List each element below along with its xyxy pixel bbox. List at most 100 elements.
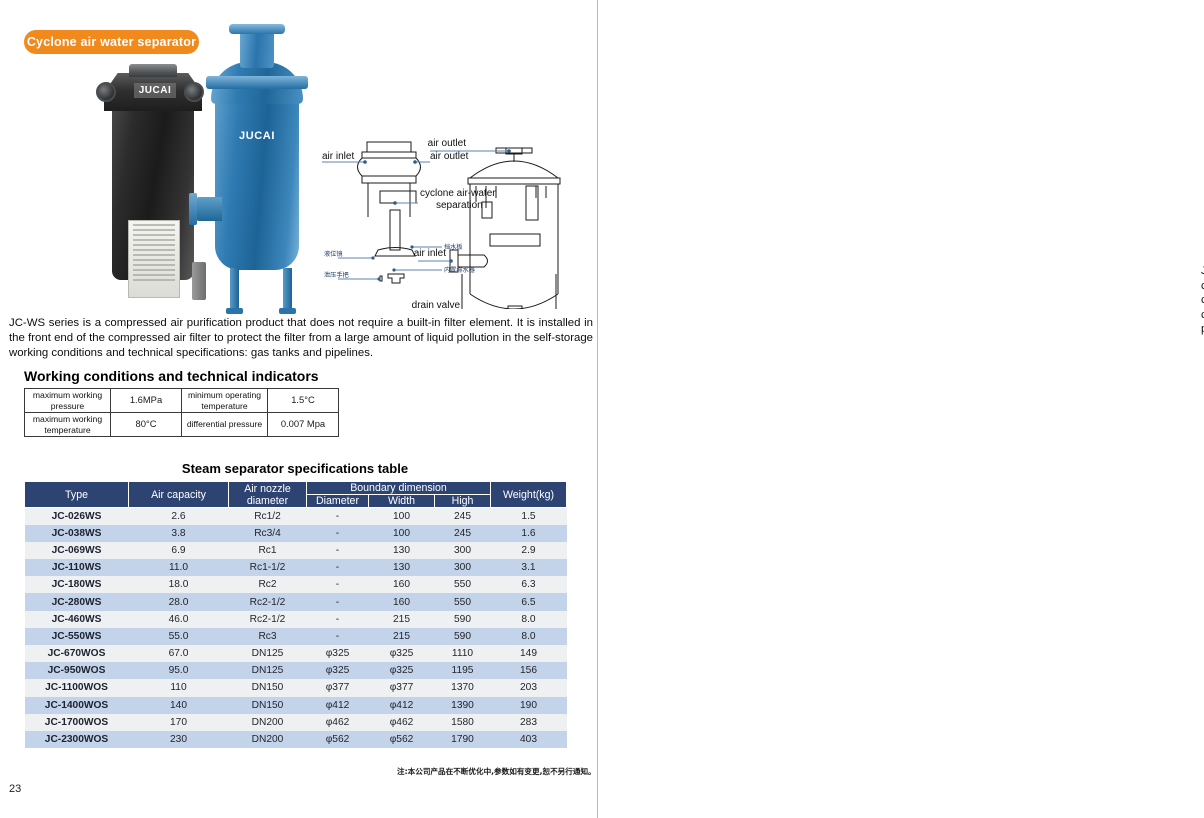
cell-high: 590 — [434, 610, 491, 628]
cond-value: 80°C — [110, 412, 182, 437]
cell-cap: 6.9 — [128, 541, 229, 560]
table-row: JC-038WS 3.8 Rc3/4-100 245 1.6 — [24, 524, 567, 542]
cell-width: 160 — [368, 593, 435, 611]
table-row: JC-670WOS 67.0 DN125 φ325 φ325 1110 149 — [24, 645, 567, 663]
cell-type: JC-2300WOS — [24, 730, 129, 749]
cell-cap: 18.0 — [128, 576, 229, 594]
th-high: High — [434, 494, 491, 508]
table-row: JC-026WS 2.6 Rc1/2-100 245 1.5 — [24, 507, 567, 525]
cell-dia: φ412 — [306, 696, 369, 714]
cell-weight: 6.3 — [490, 576, 567, 594]
cell-type: JC-1100WOS — [24, 679, 129, 697]
table-row: JC-1400WOS 140 DN150 φ412 φ412 1390 190 — [24, 696, 567, 714]
blue-vessel-top-flange — [229, 24, 285, 34]
cell-dia: φ325 — [306, 662, 369, 680]
label-air-inlet-exploded: air inlet — [322, 151, 354, 162]
cell-width: 160 — [368, 576, 435, 594]
cell-weight: 156 — [490, 662, 567, 680]
cell-weight: 1.5 — [490, 507, 567, 525]
label-cyclone-1: cyclone air-water — [420, 188, 496, 199]
cell-dia: - — [306, 627, 369, 645]
left-conditions-table: maximum working pressure 1.6MPa minimum … — [24, 388, 339, 437]
cell-width: 100 — [368, 524, 435, 542]
label-cn-builtin-drainer: 内置排水器 — [444, 266, 476, 274]
cell-width: φ325 — [368, 662, 435, 680]
cell-dia: - — [306, 507, 369, 525]
cell-cap: 46.0 — [128, 610, 229, 628]
cell-weight: 203 — [490, 679, 567, 697]
cell-nozzle: DN125 — [228, 662, 307, 680]
cell-nozzle: Rc2-1/2 — [228, 593, 307, 611]
label-cyclone-2: separation — [436, 200, 483, 211]
cell-width: 215 — [368, 610, 435, 628]
cell-high: 245 — [434, 524, 491, 542]
cell-type: JC-950WOS — [24, 662, 129, 680]
cell-weight: 8.0 — [490, 610, 567, 628]
blue-vessel-flange — [206, 76, 308, 89]
blue-vessel-inlet — [189, 193, 222, 225]
left-description: JC-WS series is a compressed air purific… — [9, 317, 593, 360]
left-conditions-heading: Working conditions and technical indicat… — [24, 368, 319, 384]
cell-nozzle: DN125 — [228, 645, 307, 663]
left-technical-drawing: air inlet air outlet cyclone air-water s… — [322, 138, 561, 309]
left-page: Cyclone air water separator JUCAI JUCAI — [0, 0, 597, 818]
right-page: High efficiency oil remover JUCAI — [597, 0, 1204, 818]
cond-value: 1.5°C — [267, 388, 339, 413]
black-separator-drain — [192, 262, 206, 300]
label-cn-baffle: 挡水板 — [444, 243, 463, 251]
black-separator-cap — [129, 64, 177, 77]
cell-width: φ562 — [368, 730, 435, 749]
cell-high: 1110 — [434, 645, 491, 663]
cell-dia: φ562 — [306, 730, 369, 749]
left-table-title: Steam separator specifications table — [181, 461, 409, 476]
steam-separator-spec-table: Type Air capacity Air nozzle diameter Bo… — [24, 481, 567, 749]
cell-dia: - — [306, 541, 369, 560]
cell-cap: 28.0 — [128, 593, 229, 611]
cell-cap: 2.6 — [128, 507, 229, 525]
cell-high: 1370 — [434, 679, 491, 697]
th-air-capacity: Air capacity — [128, 481, 229, 508]
spec-sticker — [128, 220, 180, 298]
cell-high: 1195 — [434, 662, 491, 680]
cell-cap: 3.8 — [128, 524, 229, 542]
th-type: Type — [24, 481, 129, 508]
cell-type: JC-550WS — [24, 627, 129, 645]
cell-nozzle: DN150 — [228, 679, 307, 697]
cell-type: JC-069WS — [24, 541, 129, 560]
table-row: JC-069WS 6.9 Rc1-130 300 2.9 — [24, 541, 567, 560]
cell-width: φ325 — [368, 645, 435, 663]
cell-nozzle: DN200 — [228, 730, 307, 749]
table-row: JC-550WS 55.0 Rc3-215 590 8.0 — [24, 627, 567, 645]
label-air-outlet-exploded: air outlet — [430, 151, 469, 162]
cell-nozzle: Rc3/4 — [228, 524, 307, 542]
label-cn-relief-handle: 泄压手把 — [324, 271, 349, 279]
table-row: JC-950WOS 95.0 DN125 φ325 φ325 1195 156 — [24, 662, 567, 680]
cell-type: JC-110WS — [24, 559, 129, 577]
cell-cap: 140 — [128, 696, 229, 714]
cell-high: 1790 — [434, 730, 491, 749]
blue-vessel-leg-left — [230, 268, 239, 312]
cond-key: minimum operating temperature — [181, 388, 268, 413]
cell-dia: φ325 — [306, 645, 369, 663]
cell-nozzle: DN150 — [228, 696, 307, 714]
cell-high: 590 — [434, 627, 491, 645]
blue-vessel-foot-right — [279, 308, 296, 314]
cell-dia: φ377 — [306, 679, 369, 697]
cond-value: 1.6MPa — [110, 388, 182, 413]
cell-nozzle: Rc1 — [228, 541, 307, 560]
th-width: Width — [368, 494, 435, 508]
cell-width: 100 — [368, 507, 435, 525]
brand-label-blue-unit: JUCAI — [238, 130, 275, 142]
cell-nozzle: Rc1/2 — [228, 507, 307, 525]
cond-key: differential pressure — [181, 412, 268, 437]
cell-width: φ462 — [368, 713, 435, 731]
cell-type: JC-460WS — [24, 610, 129, 628]
blue-vessel-body — [215, 90, 299, 270]
cell-weight: 2.9 — [490, 541, 567, 560]
cell-dia: - — [306, 576, 369, 594]
table-row: JC-280WS 28.0 Rc2-1/2-160 550 6.5 — [24, 593, 567, 611]
cell-dia: - — [306, 593, 369, 611]
cell-weight: 149 — [490, 645, 567, 663]
cell-width: 130 — [368, 559, 435, 577]
cell-type: JC-038WS — [24, 524, 129, 542]
